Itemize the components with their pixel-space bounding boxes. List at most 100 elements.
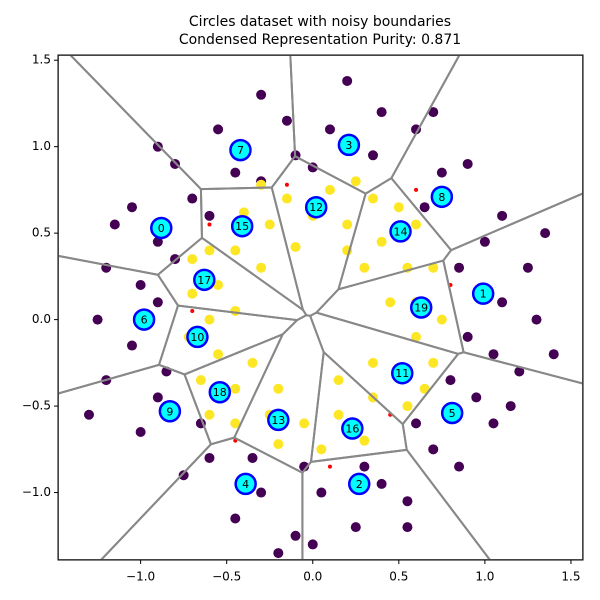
point [428,107,439,118]
point [152,236,163,247]
prototype [150,216,173,240]
point [488,418,499,429]
x-tick-label: 1.0 [475,570,494,584]
point [273,548,284,559]
x-tick-label: 1.5 [561,570,580,584]
prototype-label: 10 [190,331,204,344]
y-tick-label: 1.5 [32,53,51,67]
prototype [234,472,257,496]
point [213,124,224,135]
voronoi-cell [390,55,583,252]
x-tick-label: 0.5 [389,570,408,584]
voronoi-cell [314,259,465,355]
prototype [158,400,182,423]
voronoi-cell [157,304,300,376]
prototype-label: 11 [395,367,409,380]
prototype-label: 3 [345,139,352,152]
point [505,401,516,412]
prototype [430,185,454,209]
point [152,141,163,152]
point [376,478,387,489]
point [324,184,335,195]
point [411,418,422,429]
point [281,193,292,204]
point [135,280,146,291]
point [411,219,422,230]
voronoi-cell [442,192,583,385]
point [350,176,361,187]
point [324,124,335,135]
point [419,202,430,213]
prototype [347,472,371,496]
prototype-label: 6 [141,314,148,327]
voronoi-cell [232,314,325,475]
point [284,182,289,187]
point [333,375,344,386]
point [204,210,215,221]
prototype [132,308,156,331]
point [290,530,301,541]
point [238,207,249,218]
prototype-label: 18 [213,386,227,399]
point [299,461,310,472]
point [152,297,163,308]
point [414,187,419,192]
point [436,314,447,325]
prototype-label: 13 [271,414,285,427]
point [436,167,447,178]
prototype-label: 15 [235,220,249,233]
point [230,167,241,178]
point [333,409,344,420]
voronoi-cell [58,363,213,560]
y-tick-label: 0.0 [32,312,51,326]
point [368,357,378,368]
point [376,236,387,247]
point [187,288,198,299]
point [359,461,370,472]
point [307,539,318,550]
point [376,107,387,118]
prototype-label: 2 [356,478,363,491]
point [350,522,361,533]
y-tick-label: −0.5 [22,399,51,413]
point [195,375,206,386]
point [411,124,422,135]
point [462,331,473,342]
point [152,392,163,403]
point [187,254,198,265]
voronoi-cell [68,55,297,191]
prototype-label: 8 [438,191,445,204]
voronoi-cell [156,236,308,322]
point [359,262,370,273]
x-tick-label: −0.5 [212,570,241,584]
point [213,280,224,291]
point [368,193,378,204]
point [204,245,215,256]
point [187,193,198,204]
prototype [267,408,290,432]
chart-subtitle: Condensed Representation Purity: 0.871 [179,32,461,48]
point [273,383,284,394]
point [548,349,559,360]
point [256,262,267,273]
prototype [337,133,361,157]
point [445,375,456,386]
y-tick-label: 1.0 [32,139,51,153]
point [230,245,241,256]
prototype-label: 9 [166,405,173,418]
point [342,219,353,230]
point [428,444,439,455]
voronoi-cell [309,350,408,464]
point [264,219,275,230]
point [359,435,370,446]
point [368,150,378,161]
point [479,236,490,247]
voronoi-cell [183,332,285,446]
point [462,158,473,169]
prototype [186,325,209,349]
prototype [193,268,216,292]
point [393,202,404,213]
voronoi-cell [58,55,203,276]
chart-title: Circles dataset with noisy boundaries [189,14,451,30]
point [522,262,533,273]
